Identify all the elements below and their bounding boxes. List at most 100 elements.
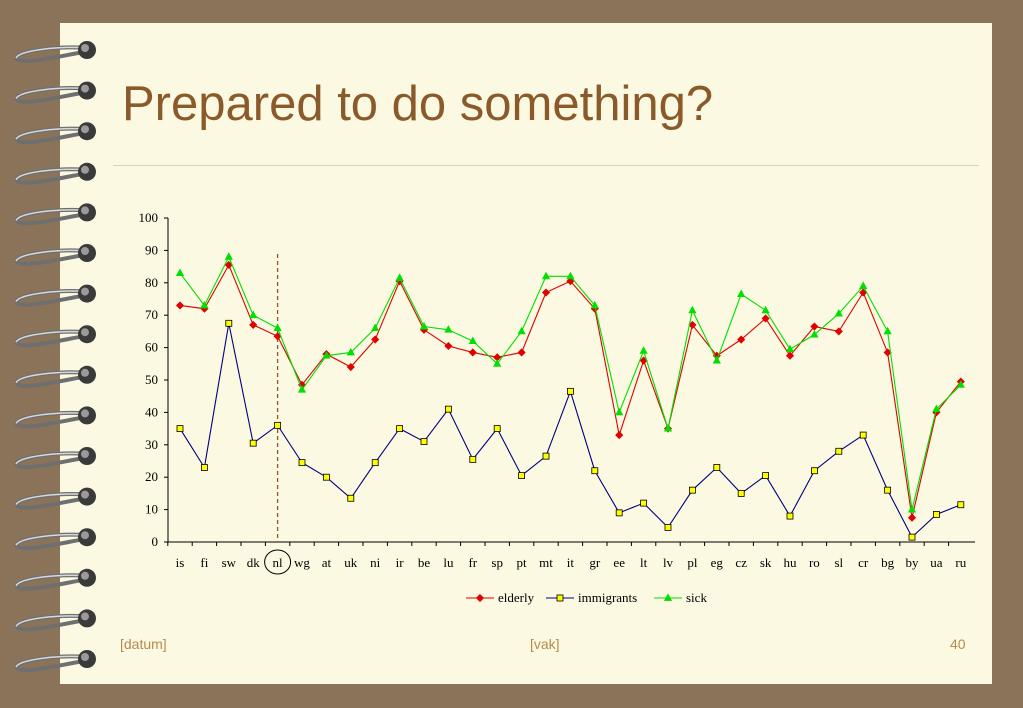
data-point-elderly <box>615 431 624 440</box>
data-point-elderly <box>517 348 526 357</box>
binding-ring <box>13 406 96 429</box>
legend: elderly immigrants sick <box>466 590 707 605</box>
data-point-immigrants <box>469 455 477 463</box>
x-tick-label: at <box>322 555 332 570</box>
data-point-sick <box>737 289 746 298</box>
data-point-sick <box>419 321 429 330</box>
data-point-sick <box>590 300 599 309</box>
x-tick-label: uk <box>344 555 358 570</box>
data-point-sick <box>639 346 648 354</box>
x-tick-label: gr <box>589 555 601 570</box>
binding-ring <box>13 244 96 266</box>
legend-item-immigrants: immigrants <box>546 590 637 605</box>
data-point-sick <box>517 326 526 335</box>
binding-ring <box>13 487 96 510</box>
data-point-sick <box>810 330 819 338</box>
data-point-sick <box>371 323 380 332</box>
y-tick-label: 50 <box>145 372 158 387</box>
data-point-immigrants <box>884 486 891 494</box>
data-point-elderly <box>175 301 185 310</box>
x-tick-label: be <box>418 555 431 570</box>
series-immigrants <box>176 319 965 541</box>
data-point-sick <box>883 326 892 335</box>
data-point-immigrants <box>444 405 452 413</box>
data-point-immigrants <box>957 501 965 509</box>
title-divider <box>113 165 979 166</box>
x-tick-label: is <box>176 555 185 570</box>
y-tick-label: 90 <box>145 242 158 257</box>
data-point-elderly <box>371 335 380 344</box>
data-point-sick <box>663 423 673 432</box>
binding-ring <box>13 365 96 388</box>
y-tick-label: 60 <box>145 340 158 355</box>
data-point-elderly <box>346 362 355 372</box>
x-tick-label: eg <box>711 555 724 570</box>
series-sick <box>175 252 965 513</box>
data-point-immigrants <box>396 425 404 433</box>
data-point-immigrants <box>518 472 525 479</box>
data-point-immigrants <box>737 489 745 497</box>
data-point-immigrants <box>542 452 550 460</box>
x-tick-label: ir <box>396 555 405 570</box>
data-point-sick <box>956 380 965 388</box>
data-point-sick <box>907 504 917 513</box>
x-tick-label: dk <box>247 555 261 570</box>
x-tick-label: pt <box>517 555 528 570</box>
x-tick-label: wg <box>294 555 310 570</box>
binding-ring <box>13 447 96 469</box>
data-point-sick <box>273 323 282 332</box>
data-point-immigrants <box>835 447 843 455</box>
data-point-immigrants <box>249 439 257 447</box>
binding-ring <box>13 41 96 63</box>
data-point-immigrants <box>347 494 355 502</box>
data-point-sick <box>346 347 355 356</box>
series-line-sick <box>179 255 962 510</box>
x-tick-label: bg <box>881 555 895 570</box>
data-point-immigrants <box>225 319 233 327</box>
data-point-elderly <box>541 288 551 297</box>
x-tick-label: lv <box>663 555 674 570</box>
data-point-sick <box>468 336 477 345</box>
x-tick-label: ru <box>955 555 966 570</box>
x-tick-label: ni <box>370 555 381 570</box>
y-tick-label: 70 <box>145 307 158 322</box>
legend-label: sick <box>686 590 707 605</box>
y-tick-label: 80 <box>145 275 158 290</box>
data-point-sick <box>249 310 258 319</box>
x-tick-label: pl <box>687 555 698 570</box>
legend-marker <box>475 593 485 603</box>
slide-title: Prepared to do something? <box>122 77 714 131</box>
x-tick-label: by <box>906 555 920 570</box>
highlight-circle <box>264 549 292 575</box>
data-point-sick <box>712 355 721 364</box>
data-point-immigrants <box>713 464 721 471</box>
data-point-sick <box>859 281 868 289</box>
y-tick-label: 100 <box>139 210 159 225</box>
x-tick-label: cr <box>858 555 869 570</box>
x-tick-label: sp <box>491 555 503 570</box>
data-point-immigrants <box>493 425 501 433</box>
x-tick-label: cz <box>735 555 747 570</box>
footer-course: [vak] <box>530 636 560 652</box>
data-point-elderly <box>785 351 795 360</box>
legend-label: elderly <box>498 590 535 605</box>
data-point-sick <box>834 308 843 317</box>
data-point-sick <box>615 407 624 416</box>
data-point-elderly <box>468 348 477 357</box>
data-point-sick <box>322 351 331 359</box>
data-point-immigrants <box>322 473 330 481</box>
binding-ring <box>13 528 96 551</box>
binding-ring <box>13 284 96 307</box>
spiral-binding <box>13 41 96 672</box>
x-tick-label: lu <box>443 555 454 570</box>
data-point-sick <box>395 273 404 281</box>
binding-ring <box>13 162 96 185</box>
x-tick-label: nl <box>273 555 284 570</box>
data-point-sick <box>541 271 551 280</box>
data-point-sick <box>493 359 502 367</box>
x-tick-label: mt <box>539 555 553 570</box>
data-point-immigrants <box>786 512 794 520</box>
data-point-sick <box>200 300 209 309</box>
data-point-immigrants <box>298 459 306 467</box>
x-tick-label: it <box>567 555 575 570</box>
